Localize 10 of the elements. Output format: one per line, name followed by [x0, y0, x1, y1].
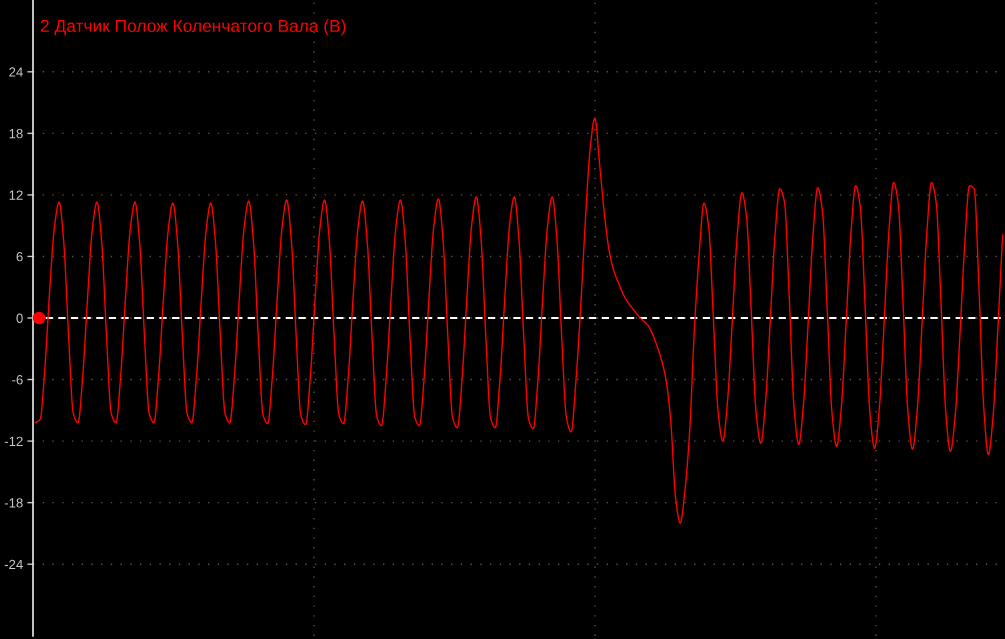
y-tick-label: -18: [4, 498, 23, 508]
y-tick-label: 18: [9, 128, 23, 139]
y-tick-label: -24: [4, 559, 23, 569]
y-tick-label: 0: [16, 313, 23, 323]
text: 2 Датчик Полож Коленчатого Вала (В): [40, 19, 346, 36]
y-tick-label: -12: [4, 436, 23, 446]
y-tick-label: 6: [16, 252, 23, 262]
y-tick-label: -6: [12, 375, 23, 385]
y-tick-label: 12: [9, 190, 23, 200]
y-tick-label: 24: [9, 67, 23, 77]
